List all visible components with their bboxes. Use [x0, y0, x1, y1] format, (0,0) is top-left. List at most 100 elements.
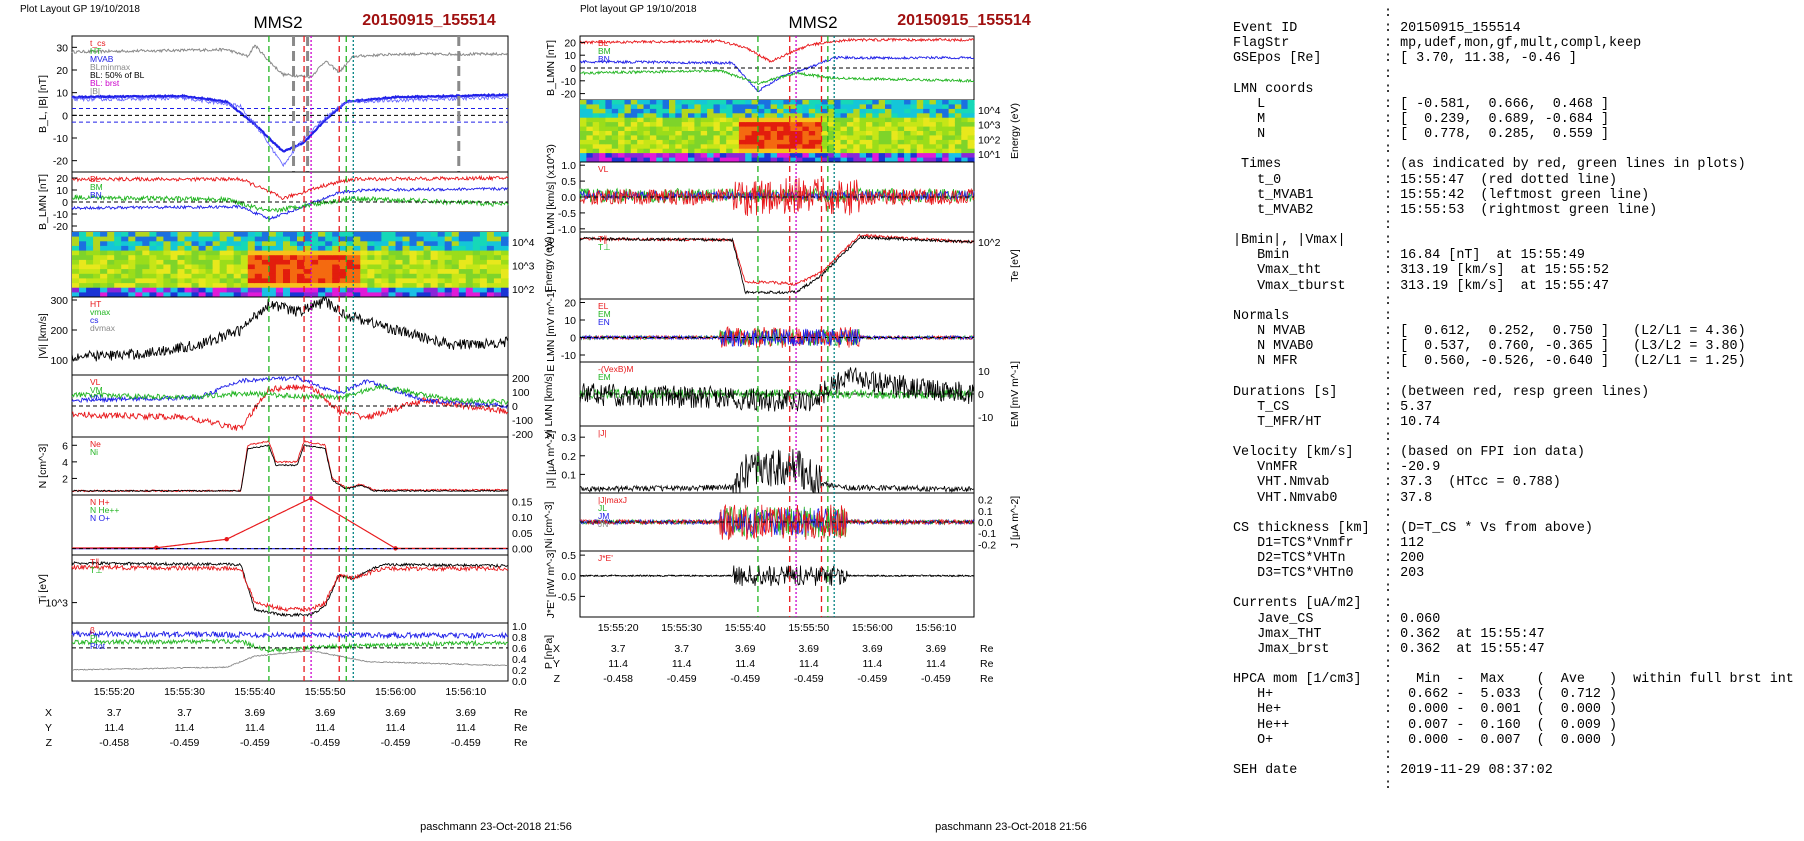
spectrogram-cell — [967, 139, 975, 145]
spectrogram-cell — [789, 144, 797, 150]
spectrogram-cell — [86, 255, 94, 261]
orbit-value: 11.4 — [245, 722, 265, 734]
series-Tperp — [579, 235, 975, 295]
spectrogram-cell — [954, 122, 962, 128]
spectrogram-cell — [764, 113, 772, 119]
spectrogram-cell — [339, 259, 347, 266]
spectrogram-cell — [240, 255, 249, 261]
spectrogram-cell — [212, 241, 221, 247]
spectrogram-cell — [669, 135, 676, 141]
orbit-unit: Re — [980, 673, 994, 685]
info-value: : [ 0.612, 0.252, 0.750 ] (L2/L1 = 4.36) — [1384, 323, 1746, 339]
spectrogram-cell — [872, 139, 880, 145]
spectrogram-cell — [290, 292, 298, 298]
spectrogram-cell — [967, 126, 975, 132]
spectrogram-cell — [751, 122, 759, 128]
spectrogram-cell — [191, 273, 200, 279]
spectrogram-cell — [430, 269, 439, 275]
spectrogram-cell — [128, 236, 136, 242]
spectrogram-cell — [388, 283, 397, 289]
spectrogram-cell — [580, 113, 587, 119]
info-row: : — [1233, 218, 1794, 233]
spectrogram-cell — [240, 287, 249, 293]
spectrogram-cell — [493, 273, 502, 279]
axis-label: Vi LMN [km/s] — [543, 373, 555, 438]
spectrogram-cell — [283, 255, 291, 261]
spectrogram-cell — [72, 250, 80, 256]
spectrogram-cell — [304, 259, 312, 266]
spectrogram-cell — [808, 113, 816, 119]
info-value: : [ -0.581, 0.666, 0.468 ] — [1384, 96, 1609, 112]
spectrogram-cell — [198, 236, 207, 242]
legend-entry: VL — [90, 377, 101, 387]
spectrogram-cell — [656, 117, 664, 123]
spectrogram-cell — [184, 245, 193, 252]
spectrogram-cell — [624, 126, 632, 132]
spectrogram-cell — [121, 273, 129, 279]
spectrogram-cell — [707, 117, 715, 123]
info-row: Event ID: 20150915_155514 — [1233, 21, 1794, 36]
spectrogram-cell — [318, 241, 326, 247]
spectrogram-cell — [374, 232, 382, 238]
spectrogram-cell — [493, 287, 502, 293]
spectrogram-cell — [897, 157, 905, 163]
spectrogram-cell — [948, 122, 956, 128]
spectrogram-cell — [353, 278, 361, 284]
spectrogram-cell — [904, 100, 912, 105]
spectrogram-cell — [472, 245, 481, 252]
spectrogram-cell — [79, 273, 87, 279]
spectrogram-cell — [649, 100, 657, 105]
orbit-value: -0.459 — [794, 673, 824, 685]
spectrogram-cell — [853, 139, 861, 145]
spectrogram-cell — [846, 100, 854, 105]
spectrogram-cell — [840, 126, 848, 132]
spectrogram-cell — [897, 144, 905, 150]
spectrogram-cell — [268, 278, 277, 284]
spectrogram-cell — [770, 153, 778, 159]
axis-label: N [cm^-3] — [37, 444, 49, 489]
spectrogram-cell — [121, 287, 129, 293]
spectrogram-cell — [451, 273, 460, 279]
spectrogram-cell — [789, 108, 797, 114]
spectrogram-cell — [726, 113, 734, 119]
spectrogram-cell — [297, 236, 305, 242]
info-value: : — [1384, 657, 1393, 673]
spectrogram-cell — [149, 292, 157, 298]
spectrogram-cell — [254, 287, 263, 293]
spectrogram-cell — [885, 148, 892, 154]
spectrogram-cell — [275, 278, 284, 284]
spectrogram-cell — [156, 241, 164, 247]
spectrogram-cell — [700, 135, 708, 141]
spectrogram-cell — [618, 157, 626, 163]
spectrogram-cell — [872, 113, 880, 119]
spectrogram-cell — [649, 131, 657, 136]
spectrogram-cell — [853, 148, 861, 154]
spectrogram-cell — [611, 117, 619, 123]
spectrogram-cell — [72, 273, 80, 279]
spectrogram-cell — [961, 117, 969, 123]
spectrogram-cell — [72, 241, 80, 247]
spectrogram-cell — [72, 232, 80, 238]
spectrogram-cell — [261, 292, 270, 298]
series-BN — [579, 68, 975, 86]
y-tick-label: 10^2 — [978, 237, 1001, 249]
spectrogram-cell — [149, 245, 157, 252]
spectrogram-cell — [694, 153, 702, 159]
spectrogram-cell — [923, 139, 931, 145]
spectrogram-cell — [135, 250, 143, 256]
legend-entry: EM — [598, 309, 611, 319]
spectrogram-cell — [808, 108, 816, 114]
spectrogram-cell — [381, 273, 389, 279]
spectrogram-cell — [866, 100, 873, 105]
spectrogram-cell — [815, 122, 823, 128]
spectrogram-cell — [290, 245, 298, 252]
spectrogram-cell — [170, 273, 179, 279]
spectrogram-cell — [465, 292, 474, 298]
spectrogram-cell — [656, 153, 664, 159]
spectrogram-cell — [212, 273, 221, 279]
spectrogram-cell — [121, 236, 129, 242]
spectrogram-cell — [332, 245, 340, 252]
spectrogram-cell — [233, 255, 242, 261]
spectrogram-cell — [275, 264, 284, 270]
spectrogram-cell — [929, 131, 937, 136]
